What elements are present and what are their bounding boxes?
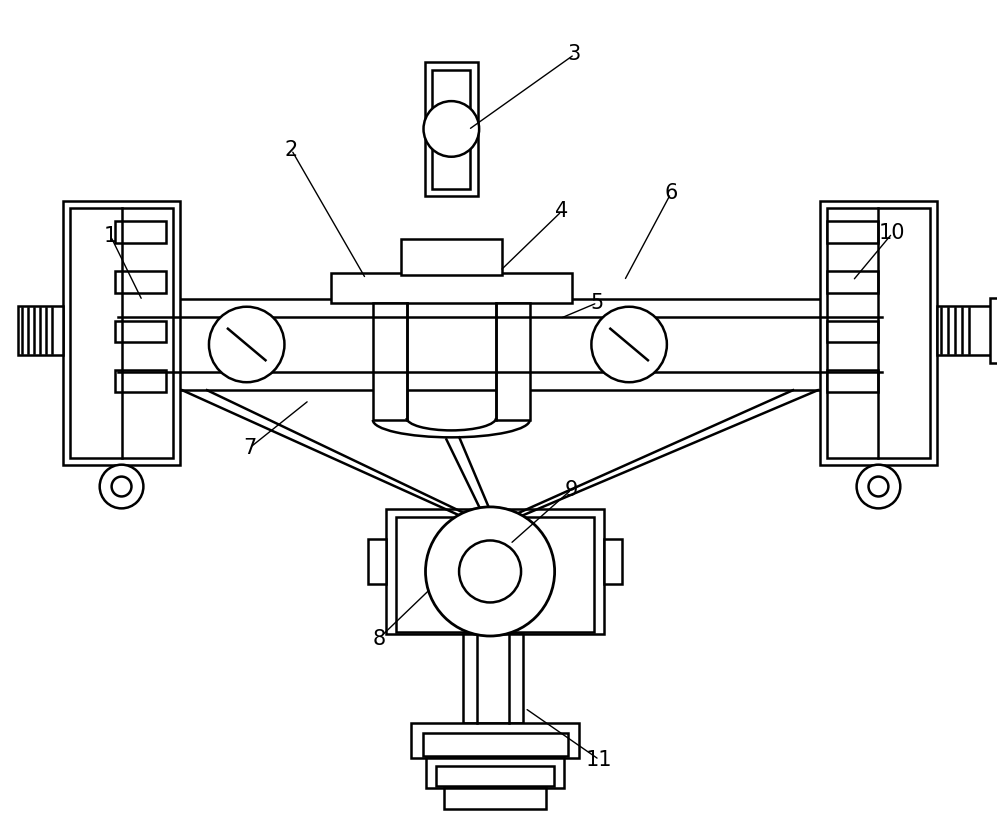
Polygon shape [604, 539, 622, 584]
Polygon shape [63, 201, 180, 465]
Text: 11: 11 [586, 750, 613, 770]
Polygon shape [331, 273, 572, 303]
Polygon shape [411, 723, 579, 758]
Polygon shape [827, 370, 878, 392]
Circle shape [209, 307, 284, 382]
Polygon shape [115, 320, 166, 343]
Text: 5: 5 [591, 293, 604, 313]
Polygon shape [820, 201, 937, 465]
Polygon shape [115, 271, 166, 293]
Polygon shape [93, 299, 907, 390]
Polygon shape [368, 539, 386, 584]
Text: 3: 3 [568, 44, 581, 64]
Text: 6: 6 [664, 184, 678, 204]
Polygon shape [386, 509, 604, 633]
Circle shape [426, 507, 555, 636]
Polygon shape [426, 758, 564, 788]
Text: 2: 2 [285, 140, 298, 160]
Polygon shape [70, 208, 173, 458]
Polygon shape [115, 221, 166, 243]
Circle shape [112, 477, 131, 497]
Text: 4: 4 [555, 201, 568, 221]
Polygon shape [425, 62, 478, 196]
Polygon shape [827, 320, 878, 343]
Polygon shape [423, 733, 568, 755]
Polygon shape [373, 303, 407, 420]
Polygon shape [401, 239, 502, 275]
Polygon shape [827, 208, 930, 458]
Circle shape [591, 307, 667, 382]
Polygon shape [396, 518, 594, 631]
Polygon shape [115, 370, 166, 392]
Circle shape [459, 541, 521, 602]
Polygon shape [990, 298, 1000, 364]
Text: 10: 10 [879, 223, 906, 243]
Polygon shape [432, 71, 470, 189]
Circle shape [869, 477, 888, 497]
Text: 8: 8 [372, 628, 385, 648]
Circle shape [100, 465, 143, 508]
Polygon shape [18, 305, 63, 355]
Text: 7: 7 [243, 438, 256, 458]
Circle shape [857, 465, 900, 508]
Polygon shape [827, 221, 878, 243]
Polygon shape [496, 303, 530, 420]
Polygon shape [444, 788, 546, 810]
Polygon shape [937, 305, 992, 355]
Polygon shape [827, 271, 878, 293]
Text: 1: 1 [104, 226, 117, 246]
Polygon shape [463, 633, 523, 723]
Polygon shape [436, 765, 554, 785]
Text: 9: 9 [565, 479, 578, 499]
Circle shape [424, 102, 479, 156]
